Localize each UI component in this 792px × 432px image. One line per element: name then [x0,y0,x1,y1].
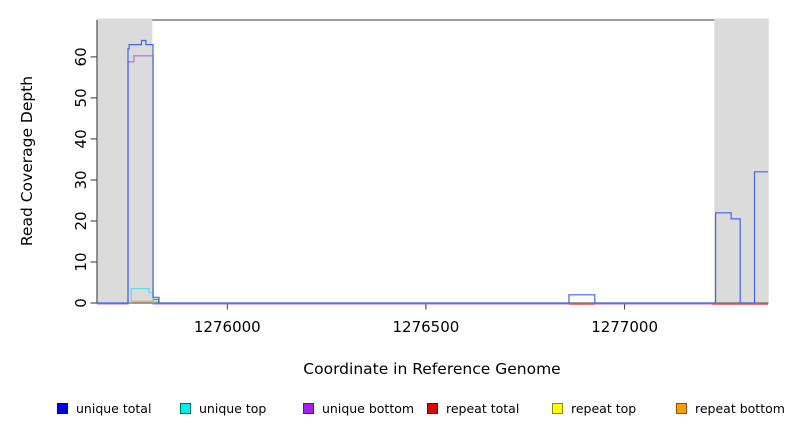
legend-label: unique top [199,401,267,416]
x-axis-ticks: 1276000 1276500 1277000 [194,303,658,336]
legend-swatch-repeat-top-icon [552,403,563,414]
legend-swatch-repeat-bottom-icon [676,403,687,414]
y-tick-label: 0 [72,298,90,308]
repeat-region-shading-1 [714,18,769,303]
legend-swatch-repeat-total-icon [427,403,438,414]
legend-label: unique bottom [322,401,415,416]
legend-label: repeat top [571,401,637,416]
legend-swatch-unique-top-icon [180,403,191,414]
y-tick-label: 40 [72,129,90,148]
legend-item-repeat-top: repeat top [552,401,636,416]
legend-label: unique total [76,401,152,416]
x-tick-label: 1276000 [194,318,261,336]
y-tick-label: 50 [72,88,90,107]
y-tick-label: 30 [72,170,90,189]
y-tick-label: 60 [72,47,90,66]
y-axis-title: Read Coverage Depth [18,75,36,247]
legend-item-repeat-bottom: repeat bottom [676,401,785,416]
legend-item-unique-top: unique top [180,401,266,416]
y-axis-ticks: 0 10 20 30 40 50 60 [72,47,97,308]
series-unique-total [97,39,768,304]
legend-swatch-unique-total-icon [57,403,68,414]
legend-label: repeat bottom [695,401,785,416]
legend-label: repeat total [446,401,520,416]
legend-item-unique-bottom: unique bottom [303,401,414,416]
x-tick-label: 1276500 [392,318,459,336]
repeat-region-shading-0 [96,18,153,303]
legend-swatch-unique-bottom-icon [303,403,314,414]
legend-item-unique-total: unique total [57,401,151,416]
plot-border [96,19,769,304]
y-tick-label: 10 [72,252,90,271]
legend-item-repeat-total: repeat total [427,401,519,416]
x-tick-label: 1277000 [591,318,658,336]
series-unique-bottom [97,55,768,305]
y-tick-label: 20 [72,211,90,230]
x-axis-title: Coordinate in Reference Genome [303,360,561,378]
